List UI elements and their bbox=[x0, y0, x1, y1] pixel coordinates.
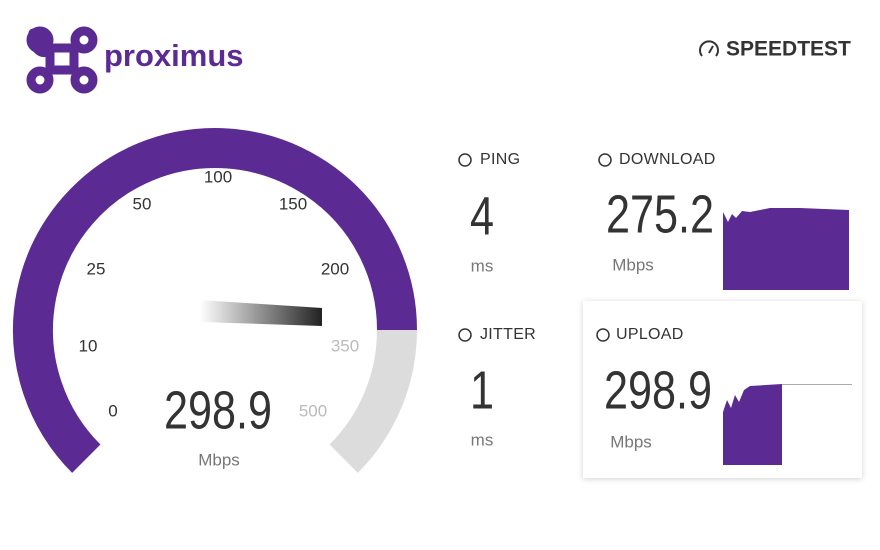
logo-loop bbox=[26, 66, 54, 94]
gauge-tick: 0 bbox=[108, 401, 117, 420]
upload-value: 298.9 bbox=[604, 361, 712, 421]
gauge-value: 298.9 bbox=[164, 381, 272, 441]
upload-icon bbox=[596, 328, 610, 342]
download-label: DOWNLOAD bbox=[619, 151, 716, 168]
logo-loop bbox=[70, 66, 98, 94]
ping-label: PING bbox=[480, 151, 520, 168]
gauge-unit: Mbps bbox=[198, 450, 240, 469]
download-graph bbox=[723, 208, 849, 290]
upload-graph bbox=[723, 384, 782, 465]
gauge-tick: 25 bbox=[87, 259, 106, 278]
logo-cross bbox=[45, 43, 79, 75]
gauge-needle bbox=[200, 300, 322, 326]
brand-name: proximus bbox=[104, 38, 244, 73]
download-value: 275.2 bbox=[606, 185, 714, 245]
gauge-tick: 100 bbox=[204, 167, 232, 186]
gauge-tick: 200 bbox=[321, 259, 349, 278]
download-icon bbox=[598, 153, 612, 167]
speedtest-icon bbox=[699, 40, 719, 57]
gauge-remaining bbox=[329, 329, 417, 473]
proximus-logo[interactable] bbox=[26, 26, 98, 94]
gauge-progress bbox=[13, 128, 417, 473]
jitter-icon bbox=[458, 328, 472, 342]
gauge-tick: 150 bbox=[279, 194, 307, 213]
upload-unit: Mbps bbox=[610, 432, 652, 451]
jitter-value: 1 bbox=[470, 361, 494, 421]
icon-arc bbox=[699, 40, 719, 57]
gauge-tick: 350 bbox=[331, 336, 359, 355]
jitter-unit: ms bbox=[471, 430, 494, 449]
upload-label: UPLOAD bbox=[616, 326, 684, 343]
logo-loop bbox=[26, 26, 54, 54]
gauge-tick: 500 bbox=[299, 401, 327, 420]
gauge-tick: 10 bbox=[79, 336, 98, 355]
upload-card bbox=[583, 301, 862, 478]
logo-loop bbox=[70, 26, 98, 54]
app-name: SPEEDTEST bbox=[726, 38, 851, 61]
ping-icon bbox=[458, 153, 472, 167]
jitter-label: JITTER bbox=[480, 326, 536, 343]
ping-unit: ms bbox=[471, 256, 494, 275]
icon-needle bbox=[708, 45, 714, 54]
download-unit: Mbps bbox=[612, 255, 654, 274]
gauge-tick: 50 bbox=[133, 194, 152, 213]
ping-value: 4 bbox=[470, 187, 494, 247]
